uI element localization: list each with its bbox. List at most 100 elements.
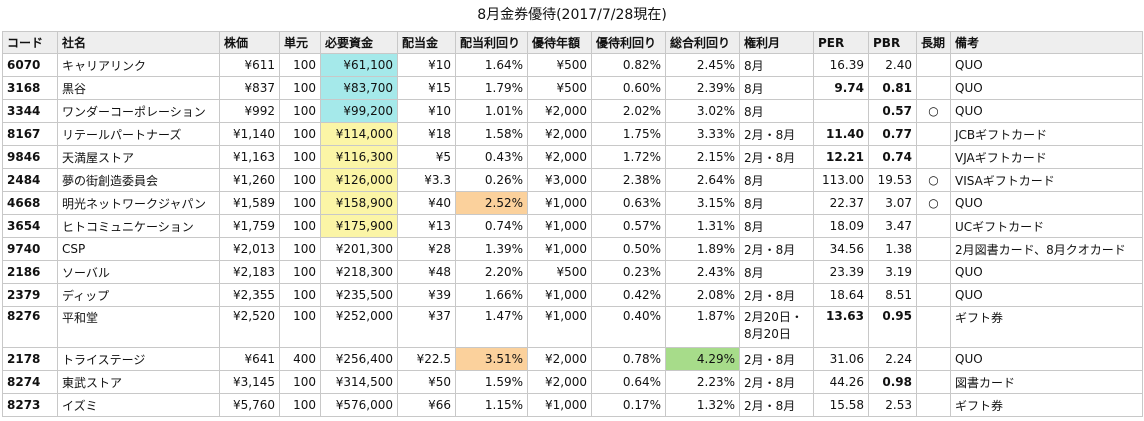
price-cell: ¥5,760 xyxy=(219,393,280,417)
dividend-cell: ¥15 xyxy=(397,76,456,100)
company-name-cell: キャリアリンク xyxy=(57,53,220,77)
dividend-yield-cell: 1.66% xyxy=(455,283,528,307)
code-cell: 3654 xyxy=(2,214,58,238)
per-cell xyxy=(813,99,869,123)
company-name-cell: 天満屋ストア xyxy=(57,145,220,169)
table-row: 2379 ディップ ¥2,355 100 ¥235,500 ¥39 1.66% ¥1,000 0… xyxy=(2,283,1143,307)
required-funds-cell: ¥61,100 xyxy=(320,53,398,77)
dividend-cell: ¥28 xyxy=(397,237,456,261)
company-name-cell: トライステージ xyxy=(57,347,220,371)
table-row: 3344 ワンダーコーポレーション ¥992 100 ¥99,200 ¥10 1.01% ¥2… xyxy=(2,99,1143,123)
long-term-cell: ○ xyxy=(916,99,951,123)
benefit-yield-cell: 0.60% xyxy=(591,76,666,100)
dividend-yield-cell: 2.20% xyxy=(455,260,528,284)
header-row: コード 社名 株価 単元 必要資金 配当金 配当利回り 優待年額 優待利回り 総… xyxy=(2,31,1143,54)
col-header: 総合利回り xyxy=(665,31,740,54)
dividend-yield-cell: 1.01% xyxy=(455,99,528,123)
record-month-cell: 8月 xyxy=(739,191,814,215)
col-header: 長期 xyxy=(916,31,951,54)
unit-cell: 100 xyxy=(279,237,321,261)
required-funds-cell: ¥576,000 xyxy=(320,393,398,417)
col-header: 株価 xyxy=(219,31,280,54)
table-row: 8274 東武ストア ¥3,145 100 ¥314,500 ¥50 1.59% ¥2,000… xyxy=(2,370,1143,394)
table-row: 9740 CSP ¥2,013 100 ¥201,300 ¥28 1.39% ¥1,000 0.… xyxy=(2,237,1143,261)
code-cell: 8274 xyxy=(2,370,58,394)
required-funds-cell: ¥99,200 xyxy=(320,99,398,123)
dividend-cell: ¥37 xyxy=(397,306,456,348)
required-funds-cell: ¥116,300 xyxy=(320,145,398,169)
price-cell: ¥1,260 xyxy=(219,168,280,192)
note-cell: ギフト券 xyxy=(950,306,1143,348)
col-header: 必要資金 xyxy=(320,31,398,54)
company-name-cell: イズミ xyxy=(57,393,220,417)
company-name-cell: CSP xyxy=(57,237,220,261)
benefit-amount-cell: ¥1,000 xyxy=(527,214,592,238)
benefit-amount-cell: ¥2,000 xyxy=(527,122,592,146)
record-month-cell: 2月・8月 xyxy=(739,370,814,394)
table-row: 3654 ヒトコミュニケーション ¥1,759 100 ¥175,900 ¥13 0.74%… xyxy=(2,214,1143,238)
unit-cell: 100 xyxy=(279,260,321,284)
benefit-amount-cell: ¥2,000 xyxy=(527,99,592,123)
record-month-cell: 2月・8月 xyxy=(739,145,814,169)
record-month-cell: 2月・8月 xyxy=(739,393,814,417)
pbr-cell: 8.51 xyxy=(868,283,917,307)
price-cell: ¥1,759 xyxy=(219,214,280,238)
code-cell: 4668 xyxy=(2,191,58,215)
total-yield-cell: 1.31% xyxy=(665,214,740,238)
required-funds-cell: ¥218,300 xyxy=(320,260,398,284)
total-yield-cell: 2.15% xyxy=(665,145,740,169)
col-header: 備考 xyxy=(950,31,1143,54)
code-cell: 3168 xyxy=(2,76,58,100)
benefit-yield-cell: 0.40% xyxy=(591,306,666,348)
required-funds-cell: ¥83,700 xyxy=(320,76,398,100)
benefit-amount-cell: ¥500 xyxy=(527,53,592,77)
required-funds-cell: ¥256,400 xyxy=(320,347,398,371)
benefit-amount-cell: ¥1,000 xyxy=(527,393,592,417)
col-header: コード xyxy=(2,31,58,54)
total-yield-cell: 3.15% xyxy=(665,191,740,215)
record-month-cell: 8月 xyxy=(739,214,814,238)
record-month-cell: 2月20日・8月20日 xyxy=(739,306,814,348)
benefit-amount-cell: ¥1,000 xyxy=(527,306,592,348)
table-body: 6070 キャリアリンク ¥611 100 ¥61,100 ¥10 1.64% ¥500 0.8… xyxy=(2,53,1143,417)
dividend-cell: ¥10 xyxy=(397,99,456,123)
code-cell: 9740 xyxy=(2,237,58,261)
company-name-cell: ソーバル xyxy=(57,260,220,284)
benefit-yield-cell: 0.50% xyxy=(591,237,666,261)
company-name-cell: ディップ xyxy=(57,283,220,307)
record-month-cell: 2月・8月 xyxy=(739,122,814,146)
unit-cell: 100 xyxy=(279,53,321,77)
benefit-yield-cell: 0.63% xyxy=(591,191,666,215)
table-row: 2484 夢の街創造委員会 ¥1,260 100 ¥126,000 ¥3.3 0.26% ¥3… xyxy=(2,168,1143,192)
long-term-cell xyxy=(916,122,951,146)
note-cell: QUO xyxy=(950,99,1143,123)
per-cell: 113.00 xyxy=(813,168,869,192)
code-cell: 2178 xyxy=(2,347,58,371)
col-header: 優待年額 xyxy=(527,31,592,54)
benefit-yield-cell: 0.64% xyxy=(591,370,666,394)
total-yield-cell: 2.08% xyxy=(665,283,740,307)
long-term-cell xyxy=(916,53,951,77)
total-yield-cell: 2.45% xyxy=(665,53,740,77)
code-cell: 8167 xyxy=(2,122,58,146)
total-yield-cell: 2.43% xyxy=(665,260,740,284)
dividend-cell: ¥48 xyxy=(397,260,456,284)
total-yield-cell: 1.89% xyxy=(665,237,740,261)
unit-cell: 100 xyxy=(279,370,321,394)
per-cell: 23.39 xyxy=(813,260,869,284)
note-cell: VISAギフトカード xyxy=(950,168,1143,192)
long-term-cell xyxy=(916,237,951,261)
code-cell: 8273 xyxy=(2,393,58,417)
record-month-cell: 2月・8月 xyxy=(739,347,814,371)
note-cell: ギフト券 xyxy=(950,393,1143,417)
unit-cell: 400 xyxy=(279,347,321,371)
pbr-cell: 19.53 xyxy=(868,168,917,192)
pbr-cell: 0.95 xyxy=(868,306,917,348)
table-row: 4668 明光ネットワークジャパン ¥1,589 100 ¥158,900 ¥40 2.52… xyxy=(2,191,1143,215)
company-name-cell: 平和堂 xyxy=(57,306,220,348)
benefit-amount-cell: ¥2,000 xyxy=(527,145,592,169)
long-term-cell xyxy=(916,306,951,348)
note-cell: QUO xyxy=(950,260,1143,284)
pbr-cell: 1.38 xyxy=(868,237,917,261)
required-funds-cell: ¥235,500 xyxy=(320,283,398,307)
